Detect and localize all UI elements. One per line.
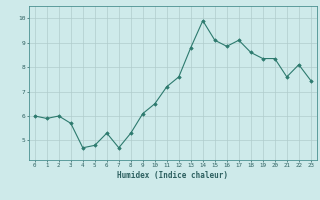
X-axis label: Humidex (Indice chaleur): Humidex (Indice chaleur) bbox=[117, 171, 228, 180]
